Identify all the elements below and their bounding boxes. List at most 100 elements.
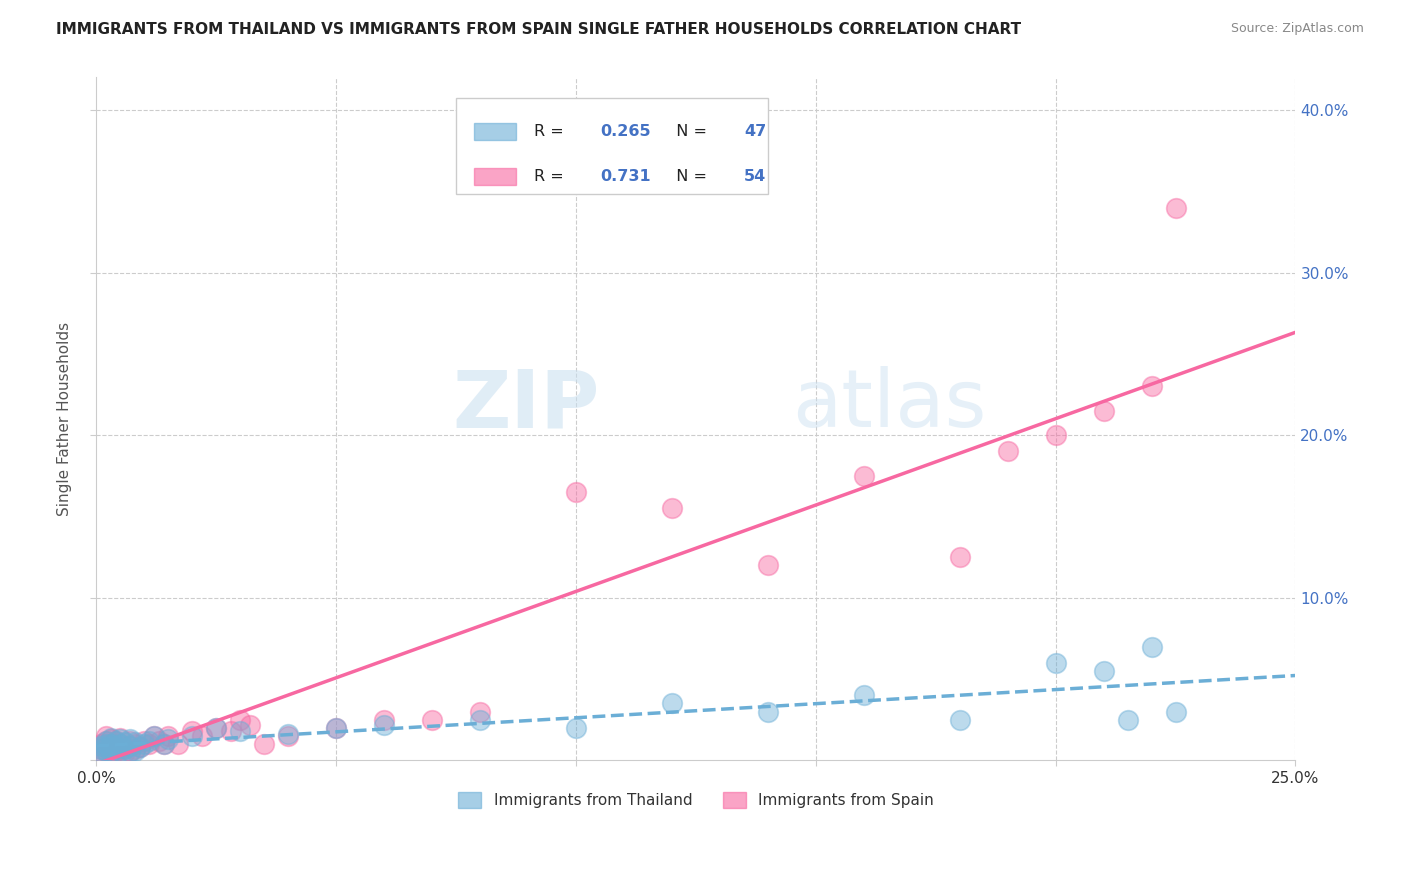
Point [90, 742, 112, 756]
Point [852, 689, 875, 703]
Point [124, 737, 146, 751]
Point [100, 745, 122, 759]
Y-axis label: Single Father Households: Single Father Households [58, 322, 72, 516]
Point [1140, 640, 1163, 654]
Point [110, 737, 132, 751]
Point [114, 735, 136, 749]
Point [373, 713, 395, 727]
Point [949, 713, 972, 727]
Text: IMMIGRANTS FROM THAILAND VS IMMIGRANTS FROM SPAIN SINGLE FATHER HOUSEHOLDS CORRE: IMMIGRANTS FROM THAILAND VS IMMIGRANTS F… [56, 22, 1021, 37]
Point [94, 740, 117, 755]
Point [470, 713, 492, 727]
Point [219, 724, 242, 739]
Point [143, 729, 166, 743]
Point [110, 737, 132, 751]
Point [661, 697, 683, 711]
Text: N =: N = [666, 169, 711, 184]
Point [420, 713, 443, 727]
Point [134, 737, 156, 751]
Point [94, 739, 117, 753]
Point [148, 734, 170, 748]
Point [167, 737, 190, 751]
Point [114, 740, 136, 755]
Point [110, 731, 132, 745]
Point [100, 740, 122, 755]
Point [94, 737, 117, 751]
Point [1045, 428, 1067, 442]
Point [90, 742, 112, 756]
Text: ZIP: ZIP [453, 367, 600, 444]
Point [94, 734, 117, 748]
Text: Source: ZipAtlas.com: Source: ZipAtlas.com [1230, 22, 1364, 36]
Point [100, 737, 122, 751]
Point [120, 745, 142, 759]
Point [110, 744, 132, 758]
Point [565, 721, 588, 735]
Point [756, 558, 779, 573]
Point [325, 721, 347, 735]
Point [277, 727, 299, 741]
Point [104, 739, 127, 753]
Point [565, 485, 588, 500]
Point [94, 744, 117, 758]
Point [120, 734, 142, 748]
Point [277, 729, 299, 743]
Text: N =: N = [666, 124, 711, 139]
Point [191, 729, 214, 743]
Point [1116, 713, 1139, 727]
Point [90, 739, 112, 753]
Text: R =: R = [534, 124, 569, 139]
Point [134, 734, 156, 748]
Point [949, 550, 972, 565]
Point [239, 717, 262, 731]
Point [138, 734, 160, 748]
Text: 54: 54 [744, 169, 766, 184]
Point [128, 740, 150, 755]
Point [124, 735, 146, 749]
Bar [474, 168, 516, 185]
Text: 0.265: 0.265 [600, 124, 651, 139]
Point [128, 740, 150, 755]
Point [90, 737, 112, 751]
Point [110, 732, 132, 747]
Point [104, 734, 127, 748]
Point [1164, 201, 1187, 215]
Point [157, 732, 180, 747]
Point [1140, 379, 1163, 393]
Text: 47: 47 [744, 124, 766, 139]
Point [181, 724, 204, 739]
Point [124, 742, 146, 756]
Point [205, 721, 228, 735]
Point [181, 729, 204, 743]
Point [124, 744, 146, 758]
Point [470, 705, 492, 719]
Point [94, 744, 117, 758]
Text: R =: R = [534, 169, 569, 184]
Point [1045, 656, 1067, 670]
Point [997, 444, 1019, 458]
Point [114, 745, 136, 759]
Point [138, 737, 160, 751]
Point [90, 745, 112, 759]
Point [90, 745, 112, 759]
Point [100, 732, 122, 747]
Text: 0.731: 0.731 [600, 169, 651, 184]
Point [152, 737, 174, 751]
Point [852, 468, 875, 483]
Point [100, 731, 122, 745]
Point [104, 739, 127, 753]
Point [114, 742, 136, 756]
Point [756, 705, 779, 719]
Point [1092, 664, 1115, 678]
Point [157, 729, 180, 743]
Legend: Immigrants from Thailand, Immigrants from Spain: Immigrants from Thailand, Immigrants fro… [453, 786, 939, 814]
Point [100, 737, 122, 751]
Point [100, 745, 122, 759]
Point [253, 737, 276, 751]
Bar [474, 123, 516, 140]
Point [104, 744, 127, 758]
Point [120, 744, 142, 758]
Point [229, 724, 252, 739]
Text: atlas: atlas [792, 367, 986, 444]
FancyBboxPatch shape [456, 98, 768, 194]
